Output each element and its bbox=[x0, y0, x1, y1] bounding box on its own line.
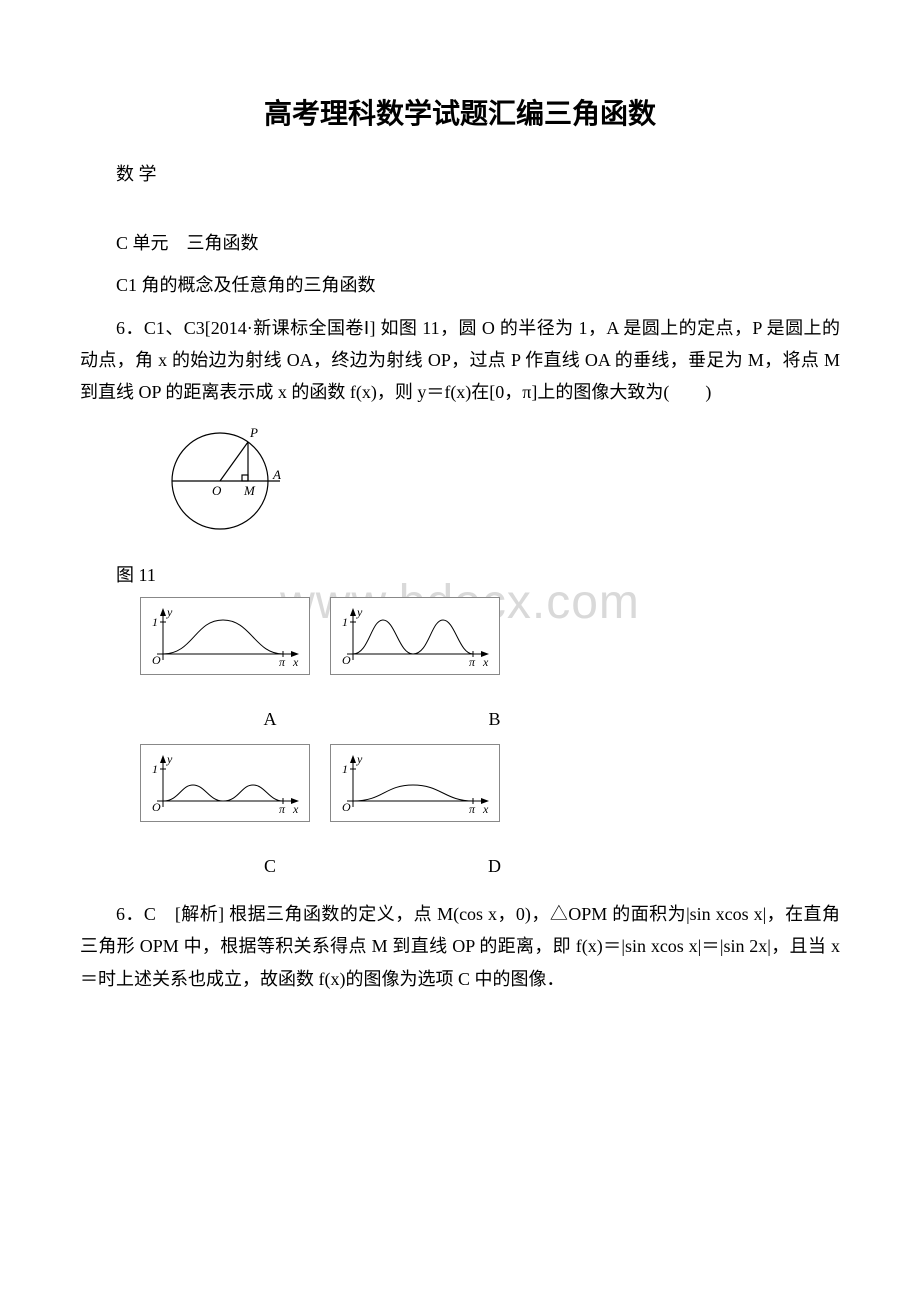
svg-text:1: 1 bbox=[152, 615, 158, 629]
svg-text:y: y bbox=[166, 752, 173, 766]
svg-text:O: O bbox=[342, 800, 351, 814]
option-graphs-row1: y 1 O π x y bbox=[140, 597, 840, 675]
option-a-label: A bbox=[160, 703, 380, 735]
svg-text:O: O bbox=[342, 653, 351, 667]
section-c1: C1 角的概念及任意角的三角函数 bbox=[80, 269, 840, 301]
svg-text:y: y bbox=[356, 752, 363, 766]
label-m: M bbox=[243, 483, 256, 498]
question-6: 6．C1、C3[2014·新课标全国卷Ⅰ] 如图 11，圆 O 的半径为 1，A… bbox=[80, 312, 840, 409]
option-d-label: D bbox=[385, 850, 605, 882]
option-c-label: C bbox=[160, 850, 380, 882]
graph-b: y 1 O π x bbox=[330, 597, 500, 675]
svg-text:y: y bbox=[356, 605, 363, 619]
svg-text:1: 1 bbox=[342, 762, 348, 776]
svg-text:x: x bbox=[292, 802, 299, 816]
figure-11-circle: P O M A bbox=[160, 419, 840, 539]
svg-text:x: x bbox=[482, 655, 489, 669]
svg-text:1: 1 bbox=[152, 762, 158, 776]
option-graphs-row2: y 1 O π x y bbox=[140, 744, 840, 822]
label-o: O bbox=[212, 483, 222, 498]
svg-text:O: O bbox=[152, 800, 161, 814]
page-title: 高考理科数学试题汇编三角函数 bbox=[80, 90, 840, 140]
figure-11-caption: 图 11 bbox=[80, 559, 840, 591]
label-p: P bbox=[249, 425, 258, 440]
answer-6: 6．C [解析] 根据三角函数的定义，点 M(cos x，0)，△OPM 的面积… bbox=[80, 898, 840, 995]
subject-line: 数 学 bbox=[80, 158, 840, 190]
graph-c: y 1 O π x bbox=[140, 744, 310, 822]
label-a: A bbox=[272, 467, 281, 482]
svg-text:π: π bbox=[279, 802, 286, 816]
graph-a: y 1 O π x bbox=[140, 597, 310, 675]
svg-text:π: π bbox=[469, 802, 476, 816]
svg-text:y: y bbox=[166, 605, 173, 619]
graph-d: y 1 O π x bbox=[330, 744, 500, 822]
svg-text:π: π bbox=[469, 655, 476, 669]
section-unit: C 单元 三角函数 bbox=[80, 227, 840, 259]
svg-text:x: x bbox=[292, 655, 299, 669]
option-b-label: B bbox=[385, 703, 605, 735]
svg-text:x: x bbox=[482, 802, 489, 816]
svg-text:O: O bbox=[152, 653, 161, 667]
svg-text:π: π bbox=[279, 655, 286, 669]
svg-text:1: 1 bbox=[342, 615, 348, 629]
